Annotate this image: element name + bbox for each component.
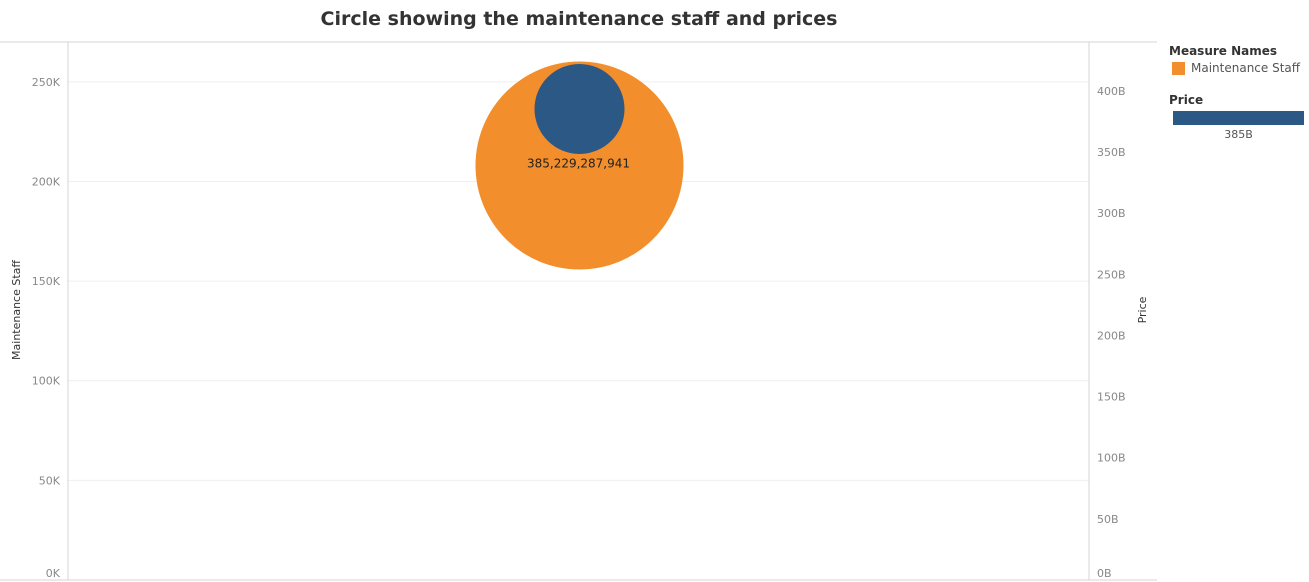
color-legend-title: Measure Names xyxy=(1169,44,1278,58)
size-legend-bar xyxy=(1173,111,1304,125)
y-left-tick-label: 50K xyxy=(39,474,61,487)
y-right-tick-label: 300B xyxy=(1097,207,1126,220)
y-left-tick-label: 150K xyxy=(32,275,61,288)
y-right-tick-label: 50B xyxy=(1097,513,1119,526)
y-right-tick-label: 0B xyxy=(1097,567,1112,580)
y-right-tick-label: 350B xyxy=(1097,146,1126,159)
chart-svg: 0K 50K 100K 150K 200K 250K 0B 50B 100B 150B 200B 2… xyxy=(0,41,1157,581)
y-left-tick-label: 0K xyxy=(46,567,61,580)
maintenance-staff-circle[interactable] xyxy=(475,61,684,270)
chart-marks: 385,229,287,941 xyxy=(475,61,684,270)
y-right-tick-label: 200B xyxy=(1097,329,1126,342)
chart-title: Circle showing the maintenance staff and… xyxy=(320,8,838,30)
size-legend-title: Price xyxy=(1169,93,1204,107)
y-left-tick-label: 200K xyxy=(32,175,61,188)
legend-swatch xyxy=(1172,61,1185,75)
right-tick-labels: 0B 50B 100B 150B 200B 250B 300B 350B 400B xyxy=(1097,85,1126,580)
y-right-tick-label: 400B xyxy=(1097,85,1126,98)
y-right-tick-label: 150B xyxy=(1097,391,1126,404)
legend-item-maintenance-staff[interactable]: Maintenance Staff xyxy=(1172,61,1309,75)
y-left-tick-label: 100K xyxy=(32,375,61,388)
y-left-tick-label: 250K xyxy=(32,76,61,89)
legend: Measure Names Maintenance Staff Price 38… xyxy=(1169,44,1309,141)
y-right-tick-label: 100B xyxy=(1097,452,1126,465)
size-legend-value: 385B xyxy=(1224,128,1253,141)
legend-item-label: Maintenance Staff xyxy=(1191,61,1301,75)
price-data-label: 385,229,287,941 xyxy=(527,157,630,171)
left-tick-labels: 0K 50K 100K 150K 200K 250K xyxy=(32,76,61,580)
y-right-tick-label: 250B xyxy=(1097,268,1126,281)
y-right-axis-title: Price xyxy=(1136,296,1149,323)
y-left-axis-title: Maintenance Staff xyxy=(10,260,23,360)
price-circle[interactable] xyxy=(534,63,625,154)
size-legend: Price 385B xyxy=(1169,93,1309,141)
